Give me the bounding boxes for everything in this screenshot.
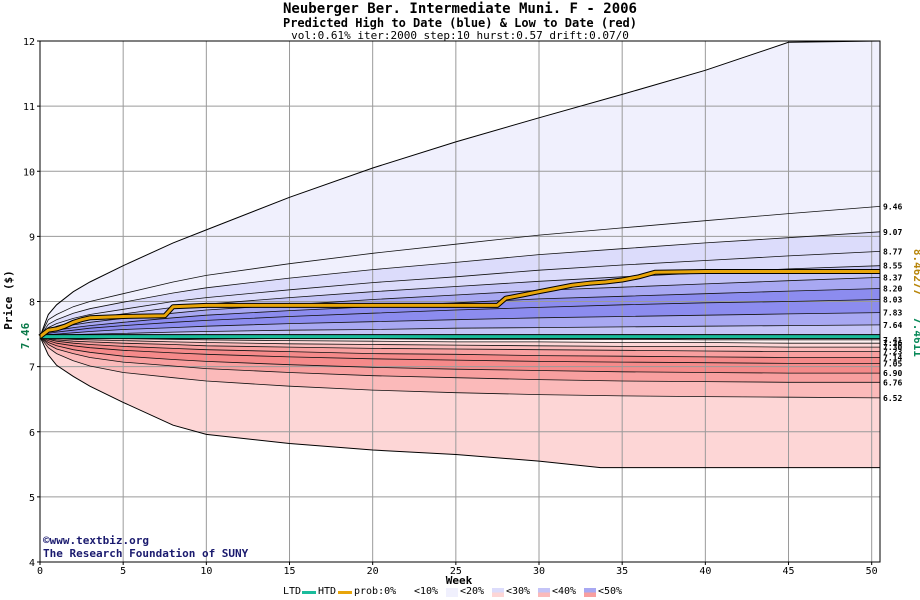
legend-ltd-label: LTD	[283, 586, 302, 597]
x-tick-label: 30	[533, 566, 545, 577]
lower-band-line-4	[39, 336, 880, 358]
lower-band-fill-4	[40, 336, 880, 358]
legend-band-30: <30%	[506, 586, 531, 597]
envelope-low-line	[39, 336, 880, 469]
upper-band-line-7	[39, 312, 881, 338]
legend-prob-label: prob:0%	[354, 586, 397, 597]
x-tick-label: 40	[699, 566, 711, 577]
lower-band-line-7	[39, 336, 880, 383]
x-tick-label: 15	[283, 566, 295, 577]
upper-band-fill-6	[40, 288, 880, 337]
chart-title: Neuberger Ber. Intermediate Muni. F - 20…	[282, 1, 637, 17]
credit-site: ©www.textbiz.org	[43, 534, 149, 547]
legend-swatch-0	[400, 588, 412, 597]
upper-band-fill-7	[40, 299, 880, 337]
band-final-label: 9.46	[883, 202, 902, 211]
band-final-label: 7.41	[883, 336, 902, 345]
legend-band-40: <40%	[552, 586, 577, 597]
x-tick-label: 0	[37, 566, 43, 577]
lower-band-fill-3	[40, 336, 880, 352]
legend-htd-label: HTD	[318, 586, 337, 597]
legend: LTD HTD prob:0% <10% <20% <30% <40% <50%	[0, 586, 920, 600]
upper-band-line-0	[39, 206, 881, 337]
start-price-label: 7.46	[19, 322, 32, 349]
band-final-label: 7.36	[883, 339, 902, 348]
upper-band-line-5	[39, 288, 881, 338]
upper-band-line-1	[39, 231, 881, 337]
legend-swatch-20	[492, 588, 504, 597]
chart-subtitle: Predicted High to Date (blue) & Low to D…	[282, 16, 637, 30]
htd-line	[39, 270, 880, 338]
band-final-label: 6.52	[883, 394, 902, 403]
band-final-label: 7.05	[883, 359, 902, 368]
y-tick-label: 12	[23, 37, 35, 48]
y-tick-label: 10	[23, 167, 35, 178]
x-axis-label: Week	[446, 574, 473, 587]
upper-band-fill-5	[40, 277, 880, 337]
y-tick-label: 9	[29, 232, 35, 243]
lower-band-fill-8	[40, 336, 880, 398]
y-tick-label: 7	[29, 363, 35, 374]
lower-band-line-6	[39, 336, 880, 374]
lower-band-fill-6	[40, 336, 880, 374]
y-tick-label: 4	[29, 558, 35, 569]
upper-band-fill-2	[40, 231, 880, 337]
band-final-label: 7.30	[883, 343, 902, 352]
y-tick-label: 6	[29, 428, 35, 439]
legend-band-20: <20%	[460, 586, 485, 597]
legend-htd-swatch	[338, 591, 352, 594]
band-final-label: 6.76	[883, 378, 902, 387]
legend-band-10: <10%	[414, 586, 439, 597]
band-final-label: 8.55	[883, 262, 902, 271]
lower-band-fill-7	[40, 336, 880, 383]
upper-band-fill-4	[40, 265, 880, 337]
legend-swatch-30	[538, 588, 550, 597]
legend-ltd-swatch	[302, 591, 316, 594]
lower-band-line-5	[39, 336, 880, 364]
lower-band-fill-9	[40, 336, 880, 468]
credit-org: The Research Foundation of SUNY	[43, 547, 249, 560]
x-tick-label: 20	[367, 566, 379, 577]
band-final-label: 9.07	[883, 228, 902, 237]
legend-band-50: <50%	[598, 586, 623, 597]
ltd-final-label: 7.4611	[911, 317, 920, 357]
y-axis-label: Price ($)	[2, 270, 15, 330]
title-block: Neuberger Ber. Intermediate Muni. F - 20…	[0, 2, 920, 42]
x-tick-label: 5	[120, 566, 126, 577]
y-tick-label: 5	[29, 493, 35, 504]
envelope-high-line	[39, 40, 881, 337]
htd-final-label: 8.46277	[911, 249, 920, 295]
upper-band-line-2	[39, 251, 881, 337]
legend-swatch-10	[446, 588, 458, 597]
x-tick-label: 25	[450, 566, 462, 577]
band-final-label: 7.83	[883, 309, 902, 318]
x-tick-label: 10	[200, 566, 212, 577]
lower-band-line-8	[39, 336, 881, 399]
band-final-label: 8.77	[883, 247, 902, 256]
y-tick-label: 11	[23, 102, 35, 113]
legend-swatch-40	[584, 588, 596, 597]
lower-band-line-3	[39, 336, 880, 352]
band-labels: 9.46 9.07 8.77 8.55 8.37 8.20 8.03 7.83 7.64 7.41…	[883, 202, 902, 402]
band-final-label: 8.20	[883, 284, 902, 293]
x-tick-label: 35	[616, 566, 628, 577]
upper-band-fill-9	[40, 324, 880, 337]
band-final-label: 7.64	[883, 321, 902, 330]
probability-bands	[40, 41, 880, 468]
band-final-label: 8.03	[883, 296, 902, 305]
series-lines	[38, 40, 881, 469]
upper-band-fill-1	[40, 206, 880, 337]
y-tick-label: 8	[29, 298, 35, 309]
upper-band-fill-0	[40, 41, 880, 337]
band-final-label: 7.14	[883, 354, 902, 363]
x-tick-label: 50	[866, 566, 878, 577]
chart-params: vol:0.61% iter:2000 step:10 hurst:0.57 d…	[291, 29, 629, 42]
band-final-label: 6.90	[883, 369, 902, 378]
band-final-label: 8.37	[883, 273, 902, 282]
x-tick-label: 45	[782, 566, 794, 577]
upper-band-line-6	[39, 299, 881, 338]
band-final-label: 7.23	[883, 348, 902, 357]
